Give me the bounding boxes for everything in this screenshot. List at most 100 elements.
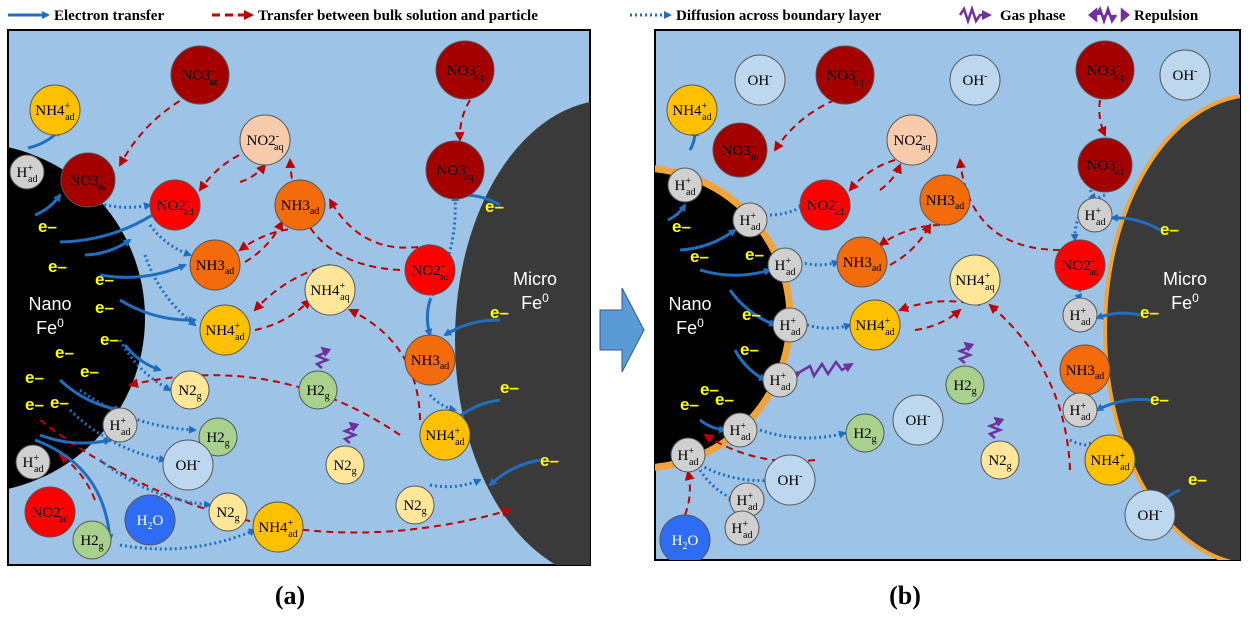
label-part: H	[730, 423, 741, 439]
species-label: OH-	[962, 71, 987, 89]
legend-label: Gas phase	[1000, 8, 1066, 24]
species	[815, 45, 875, 105]
arrow	[773, 99, 836, 152]
electron: e–	[1160, 220, 1179, 239]
label-part: +	[27, 163, 33, 174]
micro-particle	[455, 102, 590, 565]
arrow	[679, 228, 737, 252]
label-part: ad	[439, 272, 448, 283]
arrow	[99, 458, 212, 509]
species	[298, 370, 338, 410]
label-part: -	[1091, 256, 1094, 267]
arrow	[667, 203, 687, 222]
label-part: -	[99, 171, 102, 182]
arrow	[119, 298, 197, 325]
species-label: H2g	[853, 426, 876, 445]
species-label: N2g	[403, 498, 426, 517]
arrow	[429, 478, 482, 489]
species	[764, 454, 816, 506]
arrow	[889, 223, 931, 266]
label-part: ad	[65, 112, 74, 123]
electron: e–	[80, 362, 99, 381]
species	[24, 486, 76, 538]
legend-icon	[1088, 5, 1130, 25]
label-part: +	[65, 101, 71, 112]
arrow	[99, 263, 187, 279]
label-part: +	[780, 371, 786, 382]
arrow	[348, 309, 421, 421]
label-part: +	[685, 176, 691, 187]
arrow	[454, 99, 471, 142]
species-label: H+ ad	[770, 371, 791, 393]
species-label: OH-	[747, 71, 772, 89]
label-part: NH4	[258, 520, 288, 536]
electron: e–	[55, 343, 74, 362]
label-part: N2	[333, 458, 351, 474]
label-part: 0	[1192, 291, 1199, 305]
label-part: ad	[1096, 217, 1105, 228]
label-part: NO3	[447, 63, 476, 79]
label-part: NO3	[722, 143, 751, 159]
label-part: H	[740, 213, 751, 229]
arrow	[879, 163, 902, 191]
label-part: -	[186, 196, 189, 207]
label-part: g	[872, 434, 877, 445]
label-part: -	[476, 61, 479, 72]
label-part: 0	[697, 316, 704, 330]
label-part: H	[672, 533, 683, 549]
arrow	[39, 433, 112, 446]
label-part: -	[1116, 156, 1119, 167]
arrow	[955, 158, 1061, 251]
species-label: NH3ad	[926, 193, 965, 212]
label-part: +	[455, 426, 461, 437]
species	[325, 445, 365, 485]
species-label: H2O	[137, 513, 164, 532]
species-label: NH3ad	[196, 258, 235, 277]
electron: e–	[25, 395, 44, 414]
species-label: H+ ad	[730, 421, 751, 443]
arrow	[34, 438, 114, 542]
label-part: N2	[178, 383, 196, 399]
species-label: N2g	[178, 383, 201, 402]
species-label: NO2-ad	[412, 261, 449, 283]
species-label: NO2-ad	[32, 503, 69, 525]
label-part: OH	[747, 73, 769, 89]
electron: e–	[95, 270, 114, 289]
arrow	[59, 208, 162, 244]
label-part: Fe	[1171, 293, 1192, 313]
species-label: H+ ad	[675, 176, 696, 198]
species	[980, 440, 1020, 480]
label-part: ad	[781, 382, 790, 393]
legend-icon	[958, 5, 992, 25]
label-part: O	[688, 533, 699, 549]
label-part: NO2	[894, 133, 923, 149]
label-part: H2	[853, 426, 871, 442]
species	[170, 45, 230, 105]
arrow	[914, 308, 962, 331]
species	[198, 417, 238, 457]
species	[29, 84, 81, 136]
species	[304, 264, 356, 316]
label-part: N2	[216, 505, 234, 521]
species-label: NH4+ aq	[955, 271, 994, 293]
label-part: NH3	[1066, 363, 1095, 379]
label-part: NH3	[281, 198, 310, 214]
label-part: -	[441, 261, 444, 272]
gas-arrow	[341, 421, 360, 444]
label-part: ad	[288, 529, 297, 540]
label-part: 2	[683, 541, 688, 552]
label-part: NO3	[1087, 63, 1116, 79]
species	[1062, 297, 1098, 333]
label-part: H	[770, 373, 781, 389]
electron: e–	[500, 378, 519, 397]
label-part: +	[235, 321, 241, 332]
arrow	[34, 193, 62, 217]
label-part: -	[836, 196, 839, 207]
label-part: -	[923, 131, 926, 142]
label-part: g	[197, 391, 202, 402]
species	[799, 179, 851, 231]
species-label: H+ ad	[678, 446, 699, 468]
species	[1062, 392, 1098, 428]
species-label: NH4+ ad	[258, 518, 297, 540]
species-label: H+ ad	[17, 163, 38, 185]
